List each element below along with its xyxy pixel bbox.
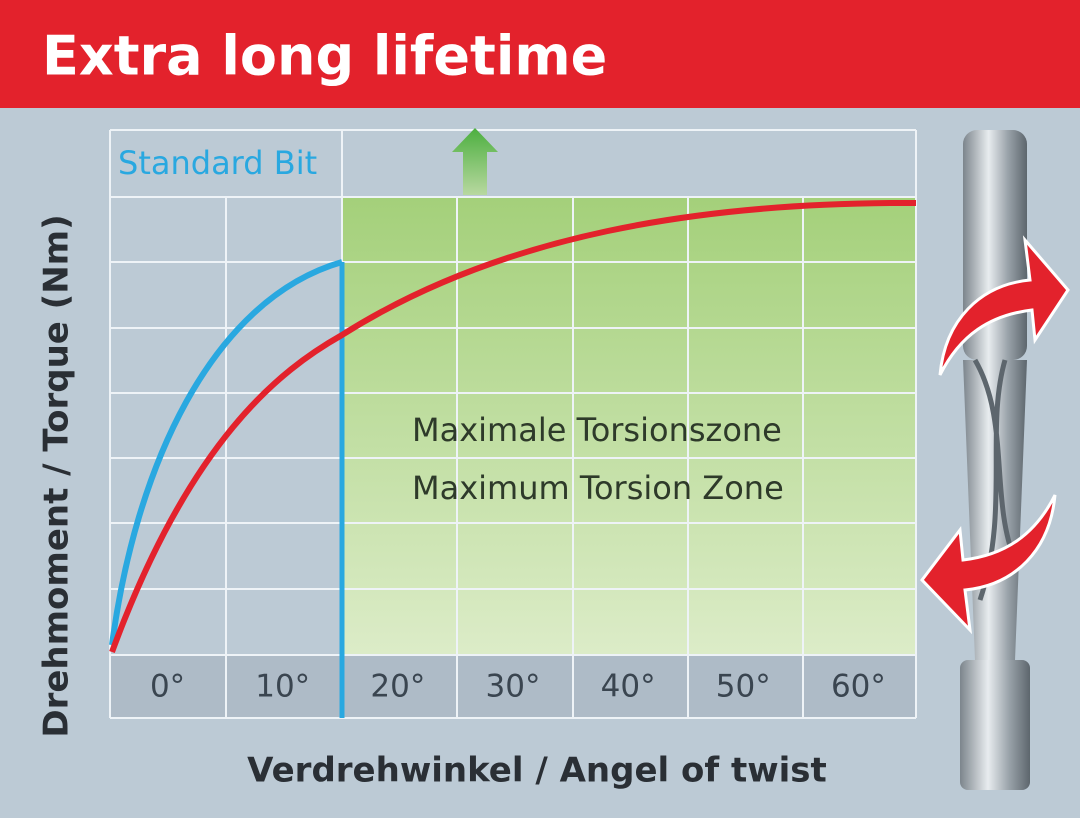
x-labels: 0° 10° 20° 30° 40° 50° 60° [150,669,886,705]
x-tick-label: 20° [370,669,425,705]
bit-illustration [920,130,1070,790]
standard-curve [109,259,343,646]
series-label: Standard Bit [118,144,317,182]
x-tick-label: 10° [255,669,310,705]
zone-label: Maximum Torsion Zone [412,469,784,507]
title: Extra long lifetime [42,25,607,88]
x-tick-label: 40° [601,669,656,705]
extra-curve [109,199,917,654]
torsion-zone [342,197,916,655]
x-tick-label: 50° [716,669,771,705]
bit-hex [960,660,1030,790]
y-axis-label: Drehmoment / Torque (Nm) [37,214,77,737]
title-bar [0,0,1080,108]
twist-arrow [920,494,1057,635]
x-tick-label: 60° [831,669,886,705]
x-tick-label: 30° [486,669,541,705]
x-tick-label: 0° [150,669,185,705]
up-arrow [452,128,498,195]
grid [109,129,917,719]
x-axis-label: Verdrehwinkel / Angel of twist [247,751,827,791]
zone-label: Maximale Torsionszone [412,411,782,449]
x-label-row [110,655,916,718]
twist-arrow [938,235,1070,376]
